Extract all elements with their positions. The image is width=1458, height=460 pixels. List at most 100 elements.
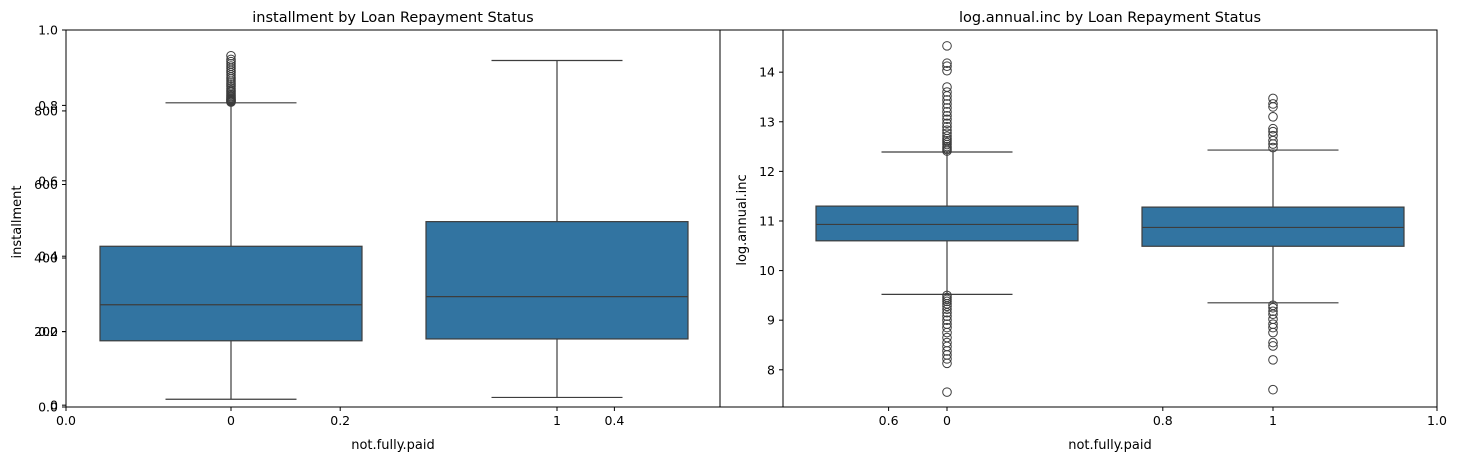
outlier-point	[942, 82, 952, 92]
overlay-y-tick-label: 0.8	[38, 98, 58, 113]
overlay-x-tick-label: 0.8	[1153, 413, 1173, 428]
outlier-point	[1268, 142, 1278, 153]
overlay-y-tick-label: 1.0	[38, 23, 58, 38]
outlier-point	[942, 114, 952, 125]
outlier-point	[942, 125, 952, 136]
outlier-point	[942, 103, 952, 113]
log-annual-inc-y-axis-label: log.annual.inc	[735, 174, 750, 265]
log-annual-inc-box-group-1	[1141, 93, 1405, 395]
outlier-point	[1268, 302, 1278, 313]
installment-y-tick-label: 400	[34, 251, 58, 266]
outlier-point	[942, 304, 952, 315]
log-annual-inc-x-axis-label: not.fully.paid	[1068, 438, 1152, 453]
overlay-y-tick-label: 0.6	[38, 173, 58, 188]
outlier-point	[942, 315, 952, 325]
outlier-point	[1268, 123, 1278, 134]
outlier-point	[942, 354, 952, 364]
log-annual-inc-y-tick-label: 10	[759, 263, 775, 278]
outlier-point	[942, 296, 952, 307]
log-annual-inc-axes-frame	[782, 29, 1438, 408]
overlay-x-tick-label: 0.6	[879, 413, 899, 428]
outlier-point	[942, 121, 952, 132]
outlier-point	[942, 307, 952, 318]
outlier-point	[1268, 306, 1278, 317]
outlier-point	[942, 346, 952, 356]
outlier-point	[226, 50, 236, 61]
outlier-point	[1268, 99, 1278, 109]
log-annual-inc-x-tick-label: 0	[943, 413, 951, 428]
outlier-point	[1268, 314, 1278, 324]
outlier-point	[1268, 355, 1278, 365]
installment-box-group-0	[99, 50, 363, 400]
outlier-point	[226, 59, 236, 69]
overlay-y-tick-label: 0.0	[38, 400, 58, 415]
installment-chart-title: installment by Loan Repayment Status	[252, 10, 533, 26]
outlier-point	[942, 301, 952, 312]
log-annual-inc-y-tick-label: 11	[759, 213, 775, 228]
log-annual-inc-y-tick-label: 13	[759, 114, 775, 129]
installment-x-tick-label: 0	[227, 413, 235, 428]
installment-x-axis-label: not.fully.paid	[351, 438, 435, 453]
iqr-box	[99, 245, 363, 342]
installment-y-tick-label: 800	[34, 103, 58, 118]
outlier-point	[942, 107, 952, 117]
outlier-point	[1268, 322, 1278, 333]
installment-y-tick-label: 0	[50, 398, 58, 413]
log-annual-inc-x-tick-label: 1	[1269, 413, 1277, 428]
outlier-point	[942, 322, 952, 333]
outlier-point	[942, 111, 952, 121]
overlay-x-tick-label: 1.0	[1427, 413, 1447, 428]
log-annual-inc-boxes	[782, 29, 1438, 408]
outlier-point	[942, 95, 952, 105]
outlier-point	[942, 87, 952, 97]
installment-box-group-1	[425, 59, 689, 399]
outlier-point	[942, 311, 952, 322]
log-annual-inc-y-axis: 8 9 10 11 12 13 14	[759, 65, 783, 377]
overlay-y-tick-label: 0.2	[38, 324, 58, 339]
overlay-y-tick-label: 0.4	[38, 249, 58, 264]
iqr-box	[815, 205, 1079, 242]
outlier-point	[1268, 126, 1278, 137]
log-annual-inc-y-tick-label: 12	[759, 164, 775, 179]
outlier-point	[1268, 93, 1278, 104]
outlier-point	[942, 332, 952, 343]
outlier-point	[942, 358, 952, 369]
log-annual-inc-y-tick-label: 9	[767, 313, 775, 328]
outlier-point	[1268, 309, 1278, 320]
installment-x-tick-label: 1	[553, 413, 561, 428]
outlier-point	[226, 54, 236, 65]
outlier-point	[942, 387, 952, 397]
outlier-point	[942, 128, 952, 138]
installment-y-tick-label: 600	[34, 177, 58, 192]
log-annual-inc-chart-title: log.annual.inc by Loan Repayment Status	[959, 10, 1261, 26]
outlier-point	[1268, 341, 1278, 351]
overlay-x-tick-label: 0.4	[604, 413, 624, 428]
outlier-point	[942, 41, 952, 51]
outlier-point	[942, 65, 952, 76]
installment-y-axis: 0 200 400 600 800	[34, 103, 66, 413]
installment-y-tick-label: 200	[34, 324, 58, 339]
outlier-point	[942, 118, 952, 129]
log-annual-inc-y-tick-label: 8	[767, 362, 775, 377]
outlier-point	[226, 61, 236, 71]
outlier-point	[942, 131, 952, 141]
overlay-x-tick-label: 0.2	[330, 413, 350, 428]
log-annual-inc-box-group-0	[815, 41, 1079, 397]
iqr-box	[1141, 206, 1405, 247]
outlier-point	[1268, 130, 1278, 141]
outlier-point	[1268, 327, 1278, 338]
outlier-point	[1268, 112, 1278, 122]
outlier-point	[226, 56, 236, 67]
outlier-point	[942, 61, 952, 72]
overlay-x-tick-label: 0.0	[56, 413, 76, 428]
outlier-point	[1268, 337, 1278, 348]
outlier-point	[942, 58, 952, 69]
installment-y-axis-label: installment	[10, 186, 25, 259]
outlier-point	[942, 99, 952, 109]
iqr-box	[425, 221, 689, 340]
outlier-point	[1268, 384, 1278, 395]
